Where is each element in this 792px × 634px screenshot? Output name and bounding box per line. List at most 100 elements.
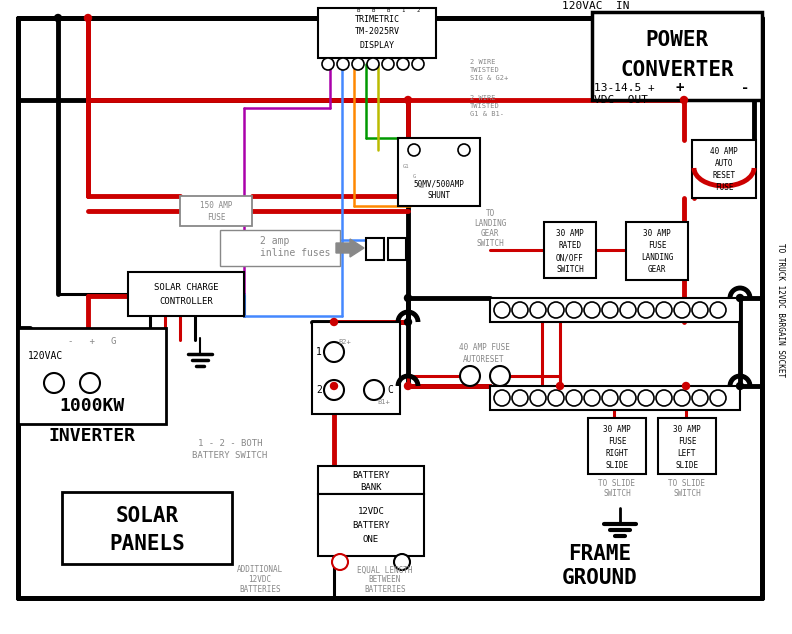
Text: 30 AMP: 30 AMP <box>673 425 701 434</box>
Text: SWITCH: SWITCH <box>673 489 701 498</box>
Circle shape <box>85 15 92 22</box>
Text: DISPLAY: DISPLAY <box>360 41 394 49</box>
Text: AUTORESET: AUTORESET <box>463 356 505 365</box>
Text: RESET: RESET <box>713 172 736 181</box>
Text: B: B <box>386 8 390 13</box>
Circle shape <box>512 302 528 318</box>
Text: 30 AMP: 30 AMP <box>604 425 631 434</box>
Text: GEAR: GEAR <box>481 228 499 238</box>
Circle shape <box>674 302 690 318</box>
Circle shape <box>408 144 420 156</box>
Text: 40 AMP: 40 AMP <box>710 148 738 157</box>
Text: G2: G2 <box>419 183 425 188</box>
Circle shape <box>638 302 654 318</box>
Circle shape <box>394 554 410 570</box>
Circle shape <box>557 382 563 389</box>
Circle shape <box>710 390 726 406</box>
Text: 1: 1 <box>316 347 322 357</box>
Text: LANDING: LANDING <box>641 254 673 262</box>
Circle shape <box>324 342 344 362</box>
Text: 2: 2 <box>316 385 322 395</box>
Text: G: G <box>413 174 416 179</box>
Text: BATTERY: BATTERY <box>352 522 390 531</box>
Circle shape <box>494 302 510 318</box>
Text: SWITCH: SWITCH <box>556 266 584 275</box>
Circle shape <box>656 302 672 318</box>
Bar <box>592 12 762 100</box>
Bar <box>128 272 244 316</box>
Text: TRIMETRIC: TRIMETRIC <box>355 15 399 25</box>
Text: G1 & B1-: G1 & B1- <box>470 111 504 117</box>
Circle shape <box>530 302 546 318</box>
Text: B: B <box>371 8 375 13</box>
Text: +: + <box>676 81 684 95</box>
Circle shape <box>548 390 564 406</box>
Bar <box>220 230 340 266</box>
Circle shape <box>494 390 510 406</box>
Text: GEAR: GEAR <box>648 266 666 275</box>
Circle shape <box>638 390 654 406</box>
Circle shape <box>683 382 690 389</box>
Bar <box>62 492 232 564</box>
Circle shape <box>324 380 344 400</box>
Text: C: C <box>387 385 393 395</box>
Bar <box>318 8 436 58</box>
Circle shape <box>692 390 708 406</box>
Circle shape <box>490 366 510 386</box>
Circle shape <box>332 554 348 570</box>
Text: 150 AMP: 150 AMP <box>200 202 232 210</box>
Text: inline fuses: inline fuses <box>260 248 330 258</box>
Text: TO: TO <box>485 209 495 217</box>
Bar <box>588 418 646 474</box>
Text: SOLAR CHARGE: SOLAR CHARGE <box>154 283 219 292</box>
Circle shape <box>55 15 62 22</box>
Text: RATED: RATED <box>558 242 581 250</box>
Text: BATTERIES: BATTERIES <box>364 586 406 595</box>
Text: TM-2025RV: TM-2025RV <box>355 27 399 37</box>
Circle shape <box>352 58 364 70</box>
Text: BATTERIES: BATTERIES <box>239 586 281 595</box>
Text: SLIDE: SLIDE <box>676 462 699 470</box>
Circle shape <box>548 302 564 318</box>
Text: -   +   G: - + G <box>68 337 116 347</box>
Circle shape <box>322 58 334 70</box>
Bar <box>312 322 400 414</box>
Bar <box>490 298 740 322</box>
Circle shape <box>405 96 412 103</box>
Circle shape <box>737 295 744 302</box>
Bar <box>544 222 596 278</box>
Circle shape <box>602 390 618 406</box>
Text: FUSE: FUSE <box>607 437 626 446</box>
Text: 1000KW: 1000KW <box>59 397 124 415</box>
Text: 2 amp: 2 amp <box>260 236 289 246</box>
Circle shape <box>397 58 409 70</box>
Text: 13-14.5 +: 13-14.5 + <box>594 83 655 93</box>
Circle shape <box>330 318 337 325</box>
Circle shape <box>458 144 470 156</box>
Circle shape <box>584 302 600 318</box>
Text: SLIDE: SLIDE <box>605 462 629 470</box>
Text: CONTROLLER: CONTROLLER <box>159 297 213 306</box>
Circle shape <box>737 382 744 389</box>
Text: CONVERTER: CONVERTER <box>620 60 734 80</box>
Text: ON/OFF: ON/OFF <box>556 254 584 262</box>
Text: B: B <box>356 8 360 13</box>
Circle shape <box>620 390 636 406</box>
Text: TWISTED: TWISTED <box>470 103 500 109</box>
Circle shape <box>584 390 600 406</box>
Bar <box>490 386 740 410</box>
Text: TWISTED: TWISTED <box>470 67 500 73</box>
Text: 30 AMP: 30 AMP <box>643 230 671 238</box>
Text: -: - <box>741 81 749 95</box>
Circle shape <box>674 390 690 406</box>
Text: BATTERY: BATTERY <box>352 472 390 481</box>
Circle shape <box>656 390 672 406</box>
Text: RIGHT: RIGHT <box>605 450 629 458</box>
Circle shape <box>512 390 528 406</box>
Circle shape <box>405 295 412 302</box>
Text: AUTO: AUTO <box>714 160 733 169</box>
Text: ONE: ONE <box>363 536 379 545</box>
Text: TO TRUCK 12VDC BARGAIN SOCKET: TO TRUCK 12VDC BARGAIN SOCKET <box>775 243 785 377</box>
Text: 2: 2 <box>417 8 420 13</box>
Circle shape <box>44 373 64 393</box>
